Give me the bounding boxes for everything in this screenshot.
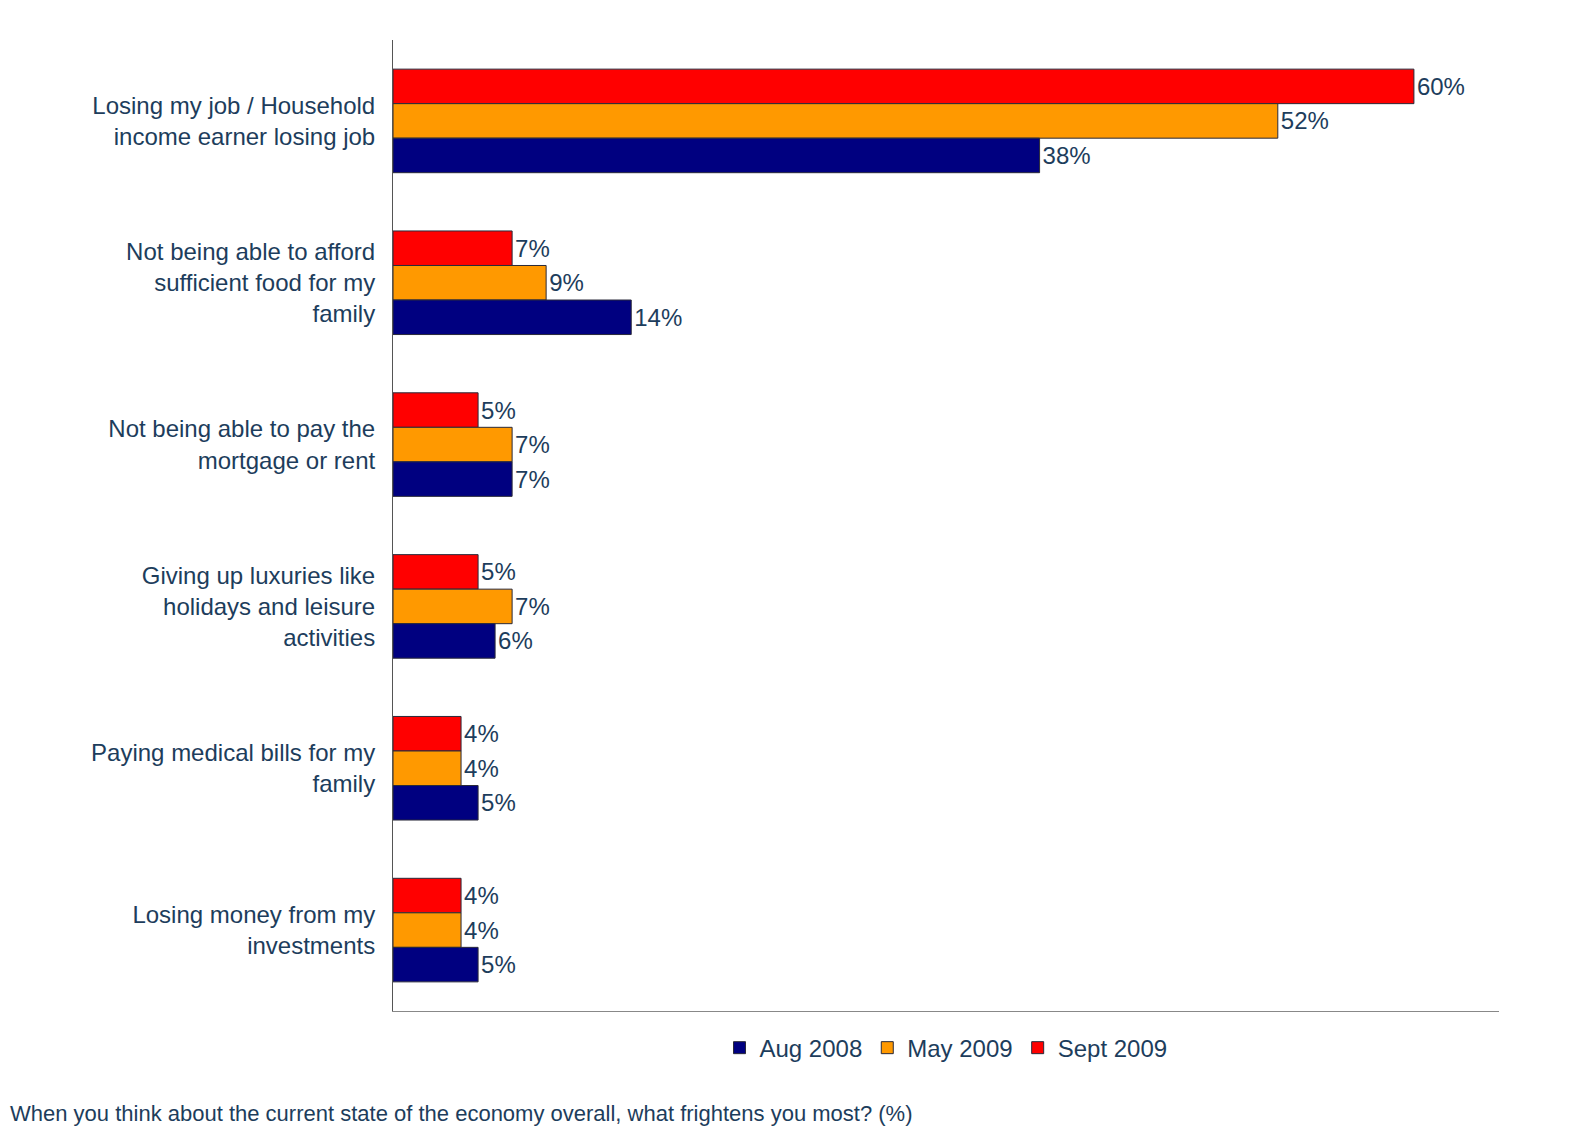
svg-text:Paying medical bills for myfam: Paying medical bills for myfamily	[91, 739, 375, 797]
svg-text:Losing my job / Householdincom: Losing my job / Householdincome earner l…	[92, 92, 375, 150]
svg-text:14%: 14%	[634, 304, 682, 331]
svg-text:5%: 5%	[481, 789, 516, 816]
svg-text:When you think about the curre: When you think about the current state o…	[10, 1101, 912, 1126]
svg-text:38%: 38%	[1043, 142, 1091, 169]
svg-text:7%: 7%	[515, 431, 550, 458]
svg-text:6%: 6%	[498, 627, 533, 654]
svg-text:7%: 7%	[515, 466, 550, 493]
svg-text:Not being able to pay themortg: Not being able to pay themortgage or ren…	[108, 415, 375, 473]
svg-text:Aug 2008: Aug 2008	[760, 1035, 863, 1062]
svg-text:5%: 5%	[481, 558, 516, 585]
svg-text:7%: 7%	[515, 593, 550, 620]
svg-text:9%: 9%	[549, 269, 584, 296]
svg-text:Losing money from myinvestment: Losing money from myinvestments	[132, 901, 375, 959]
svg-text:52%: 52%	[1281, 107, 1329, 134]
svg-text:4%: 4%	[464, 755, 499, 782]
svg-text:5%: 5%	[481, 397, 516, 424]
svg-text:4%: 4%	[464, 720, 499, 747]
svg-text:7%: 7%	[515, 235, 550, 262]
svg-text:4%: 4%	[464, 882, 499, 909]
svg-text:4%: 4%	[464, 917, 499, 944]
svg-text:Giving up luxuries likeholiday: Giving up luxuries likeholidays and leis…	[142, 562, 375, 651]
svg-text:May 2009: May 2009	[907, 1035, 1012, 1062]
svg-text:Not being able to affordsuffic: Not being able to affordsufficient food …	[126, 238, 375, 327]
svg-text:Sept 2009: Sept 2009	[1058, 1035, 1167, 1062]
svg-text:5%: 5%	[481, 951, 516, 978]
svg-text:60%: 60%	[1417, 73, 1465, 100]
